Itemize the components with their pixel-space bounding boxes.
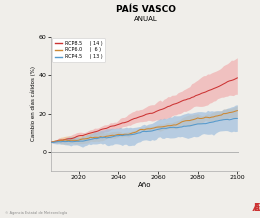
Text: E: E (254, 203, 260, 213)
Text: PAÍS VASCO: PAÍS VASCO (116, 5, 176, 14)
Legend: RCP8.5     ( 14 ), RCP6.0     (  6 ), RCP4.5     ( 13 ): RCP8.5 ( 14 ), RCP6.0 ( 6 ), RCP4.5 ( 13… (52, 38, 105, 62)
Y-axis label: Cambio en días cálidos (%): Cambio en días cálidos (%) (31, 66, 36, 141)
Text: A: A (252, 203, 260, 213)
X-axis label: Año: Año (138, 182, 152, 188)
Text: ANUAL: ANUAL (134, 16, 158, 22)
Text: © Agencia Estatal de Meteorología: © Agencia Estatal de Meteorología (5, 211, 67, 215)
